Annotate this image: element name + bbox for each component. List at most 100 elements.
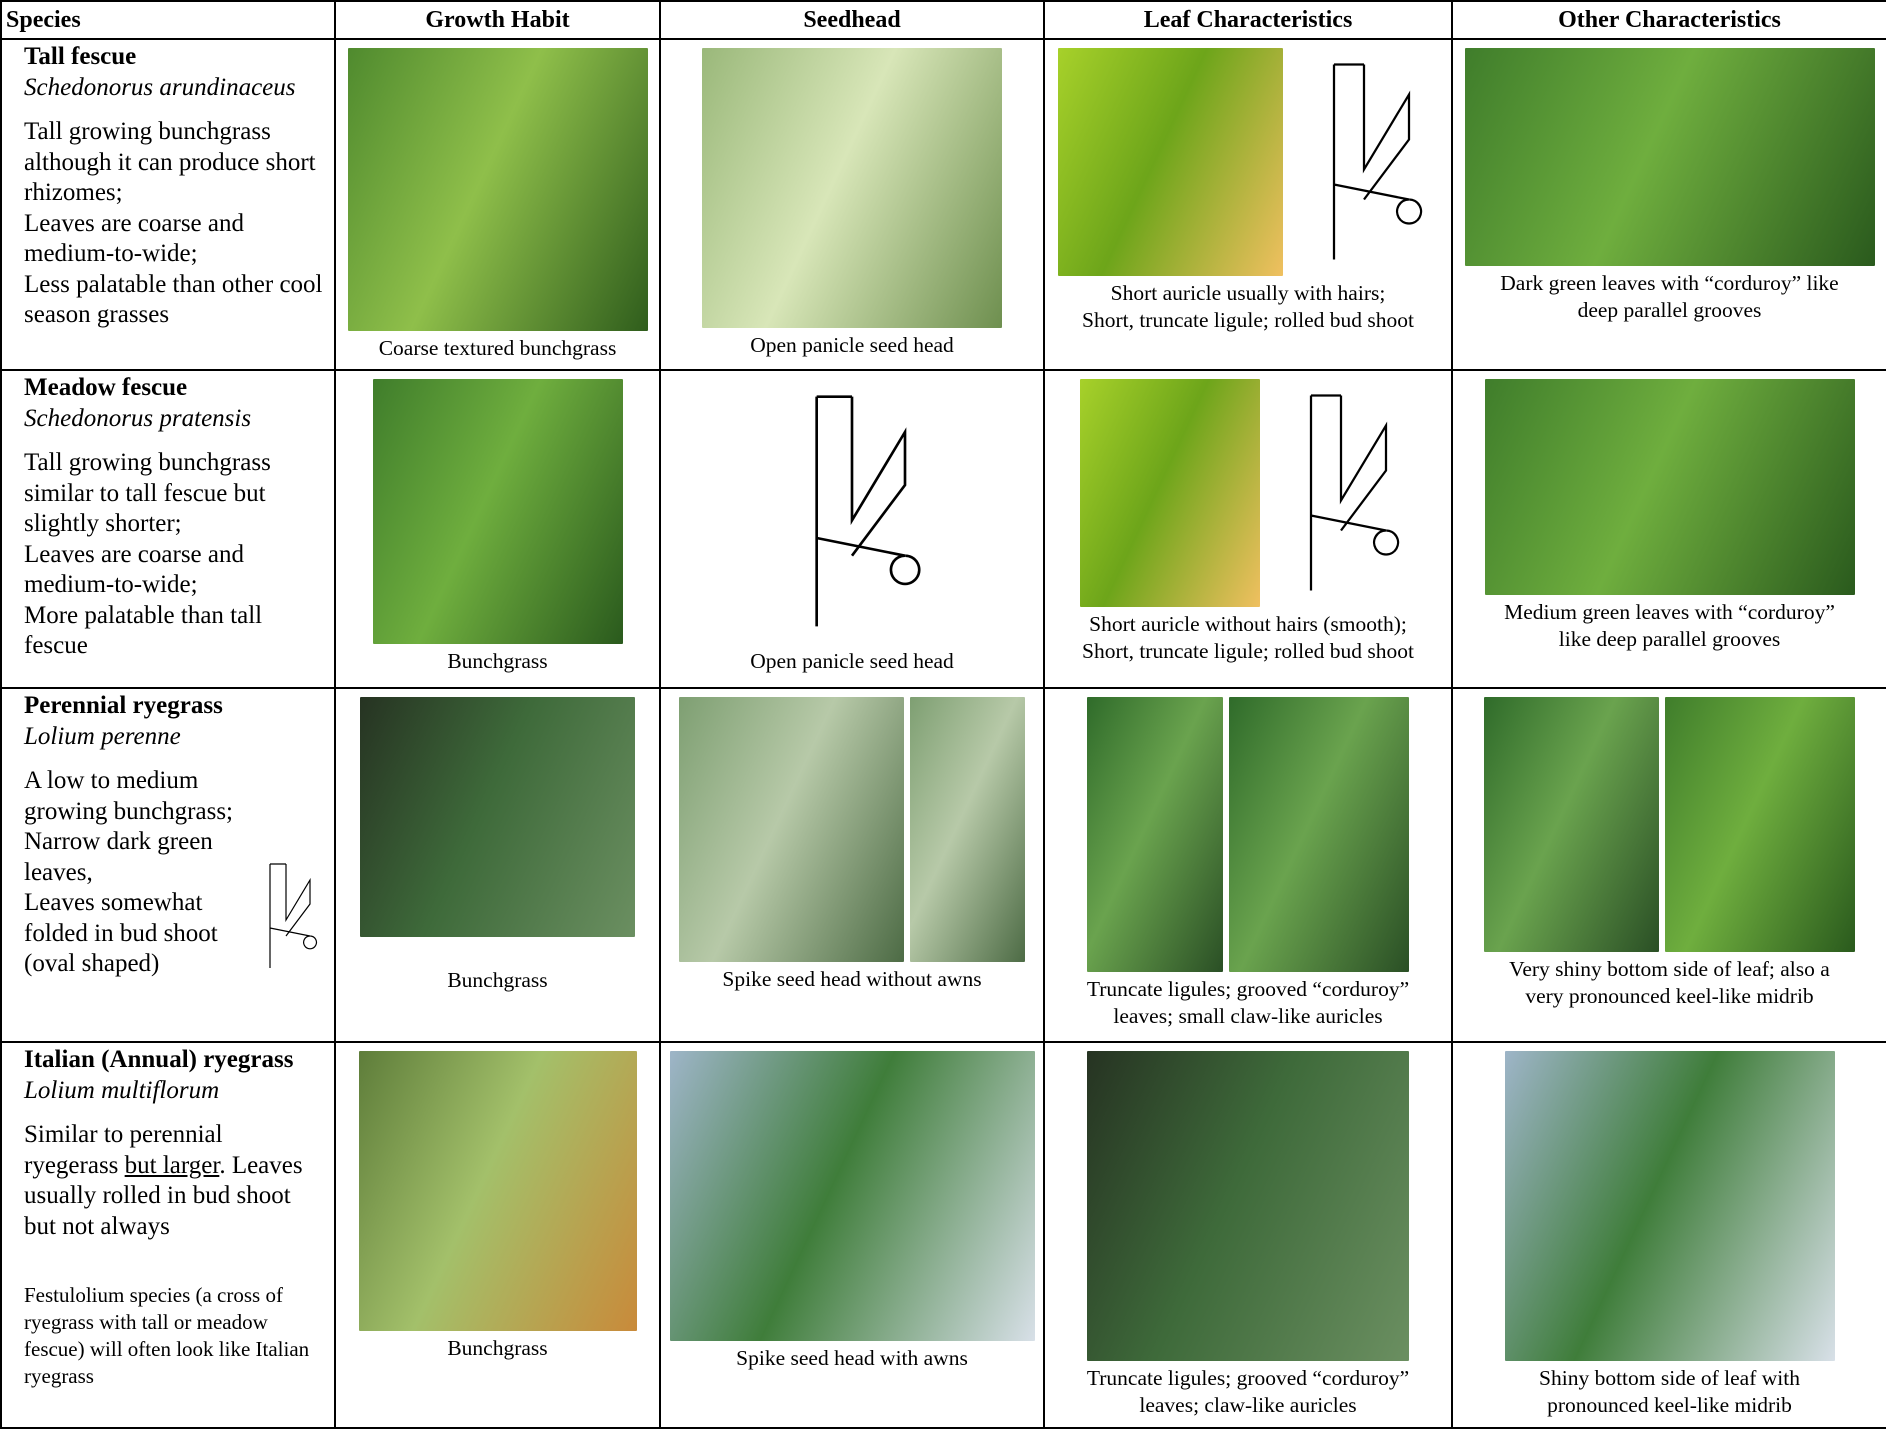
- photo: [1087, 1051, 1409, 1361]
- image-group: [337, 1051, 658, 1331]
- species-name: Meadow fescue: [24, 374, 188, 401]
- growth-caption-cell: Bunchgrass: [334, 1041, 661, 1429]
- caption-line: like deep parallel grooves: [1558, 627, 1781, 651]
- other-caption-cell: Shiny bottom side of leaf with pronounced…: [1451, 1041, 1886, 1429]
- leaf-caption-cell: Truncate ligules; grooved “corduroy” leav…: [1043, 687, 1453, 1043]
- photo: [702, 48, 1002, 328]
- species-row: Italian (Annual) ryegrass Lolium multiflo…: [0, 1041, 1886, 1429]
- species-row: Tall fescue Schedonorus arundinaceus Tall …: [0, 38, 1886, 371]
- leaf-caption-cell: Short auricle without hairs (smooth); Sho…: [1043, 369, 1453, 689]
- caption: Dark green leaves with “corduroy” like de…: [1454, 270, 1885, 324]
- caption: Very shiny bottom side of leaf; also a ve…: [1454, 956, 1885, 1010]
- description-line: Leaves somewhat folded in bud shoot (ova…: [24, 889, 218, 977]
- description-text: . Leaves usually rolled in bud shoot but…: [24, 1151, 303, 1240]
- photo: [347, 48, 648, 331]
- bud-sketch: [246, 856, 326, 976]
- caption-line: Truncate ligules; grooved “corduroy”: [1086, 977, 1410, 1001]
- latin-name: Schedonorus pratensis: [24, 404, 252, 432]
- photo: [358, 1051, 637, 1331]
- species-name: Italian (Annual) ryegrass: [24, 1046, 294, 1073]
- image-group: [1046, 697, 1450, 972]
- growth-caption-cell: Coarse textured bunchgrass: [334, 38, 661, 371]
- photo: [1057, 48, 1283, 276]
- photo: [372, 379, 623, 644]
- image-group: [337, 379, 658, 644]
- latin-name: Schedonorus arundinaceus: [24, 73, 296, 101]
- caption: Medium green leaves with “corduroy” like …: [1454, 599, 1885, 653]
- caption: Spike seed head with awns: [662, 1345, 1042, 1372]
- caption-line: Bunchgrass: [447, 649, 548, 673]
- photo: [1087, 697, 1223, 972]
- caption-line: very pronounced keel-like midrib: [1525, 984, 1814, 1008]
- description-line: Leaves are coarse and medium-to-wide;: [24, 540, 244, 599]
- caption-line: Bunchgrass: [447, 1336, 548, 1360]
- image-group: [662, 697, 1042, 962]
- image-group: [1046, 379, 1450, 607]
- image-group: [337, 697, 658, 937]
- image-group: [1046, 48, 1450, 276]
- caption-line: Coarse textured bunchgrass: [378, 336, 617, 360]
- caption-line: Shiny bottom side of leaf with: [1539, 1366, 1800, 1390]
- caption: Short auricle usually with hairs; Short, …: [1046, 280, 1450, 334]
- caption: Truncate ligules; grooved “corduroy” leav…: [1046, 976, 1450, 1030]
- caption-line: Dark green leaves with “corduroy” like: [1500, 271, 1839, 295]
- seedhead-caption-cell: Open panicle seed head: [659, 38, 1045, 371]
- drawing: [702, 379, 1002, 644]
- other-caption-cell: Very shiny bottom side of leaf; also a ve…: [1451, 687, 1886, 1043]
- caption: Bunchgrass: [337, 967, 658, 994]
- description-line: Narrow dark green leaves,: [24, 828, 213, 886]
- description-line: Tall growing bunchgrass similar to tall …: [24, 449, 271, 537]
- caption: Shiny bottom side of leaf with pronounced…: [1454, 1365, 1885, 1419]
- description-line: Leaves are coarse and medium-to-wide;: [24, 209, 244, 268]
- caption: Open panicle seed head: [662, 648, 1042, 675]
- image-group: [1046, 1051, 1450, 1361]
- species-cell: Italian (Annual) ryegrass Lolium multiflo…: [0, 1041, 336, 1429]
- caption-line: Short auricle usually with hairs;: [1110, 281, 1386, 305]
- image-group: [1454, 48, 1885, 266]
- drawing: [1288, 48, 1439, 276]
- latin-name: Lolium perenne: [24, 722, 181, 750]
- seedhead-caption-cell: Open panicle seed head: [659, 369, 1045, 689]
- growth-caption-cell: Bunchgrass: [334, 687, 661, 1043]
- caption: Spike seed head without awns: [662, 966, 1042, 993]
- caption-line: Open panicle seed head: [750, 333, 954, 357]
- note: Festulolium species (a cross of ryegrass…: [24, 1283, 310, 1388]
- column-header: Other Characteristics: [1451, 0, 1886, 40]
- species-row: Meadow fescue Schedonorus pratensis Tall g…: [0, 369, 1886, 689]
- caption-line: pronounced keel-like midrib: [1547, 1393, 1792, 1417]
- photo: [1080, 379, 1260, 607]
- leaf-caption-cell: Truncate ligules; grooved “corduroy” leav…: [1043, 1041, 1453, 1429]
- image-group: [1454, 1051, 1885, 1361]
- photo: [360, 697, 635, 937]
- photo: [1484, 379, 1855, 595]
- species-name: Perennial ryegrass: [24, 692, 223, 719]
- caption-line: Spike seed head with awns: [736, 1346, 968, 1370]
- caption-line: Truncate ligules; grooved “corduroy”: [1086, 1366, 1410, 1390]
- caption-line: Very shiny bottom side of leaf; also a: [1509, 957, 1830, 981]
- image-group: [662, 1051, 1042, 1341]
- sketch: [1332, 63, 1422, 260]
- photo: [1665, 697, 1855, 952]
- caption: Bunchgrass: [337, 648, 658, 675]
- photo: [679, 697, 904, 962]
- sketch: [815, 395, 921, 627]
- description-line: Tall growing bunchgrass although it can …: [24, 118, 316, 206]
- photo: [1464, 48, 1875, 266]
- column-header: Leaf Characteristics: [1043, 0, 1453, 40]
- seedhead-caption-cell: Spike seed head with awns: [659, 1041, 1045, 1429]
- latin-name: Lolium multiflorum: [24, 1076, 220, 1104]
- photo: [1229, 697, 1409, 972]
- caption: Bunchgrass: [337, 1335, 658, 1362]
- image-group: [662, 379, 1042, 644]
- species-cell: Meadow fescue Schedonorus pratensis Tall g…: [0, 369, 336, 689]
- column-header: Growth Habit: [334, 0, 661, 40]
- caption-line: leaves; claw-like auricles: [1139, 1393, 1357, 1417]
- caption-line: Short, truncate ligule; rolled bud shoot: [1081, 639, 1414, 663]
- sketch: [1309, 394, 1400, 591]
- table-body: Tall fescue Schedonorus arundinaceus Tall …: [0, 38, 1886, 1429]
- species-cell: Tall fescue Schedonorus arundinaceus Tall …: [0, 38, 336, 371]
- description-text: Similar to perennial ryegerass: [24, 1121, 223, 1179]
- other-caption-cell: Dark green leaves with “corduroy” like de…: [1451, 38, 1886, 371]
- caption-line: Short auricle without hairs (smooth);: [1089, 612, 1407, 636]
